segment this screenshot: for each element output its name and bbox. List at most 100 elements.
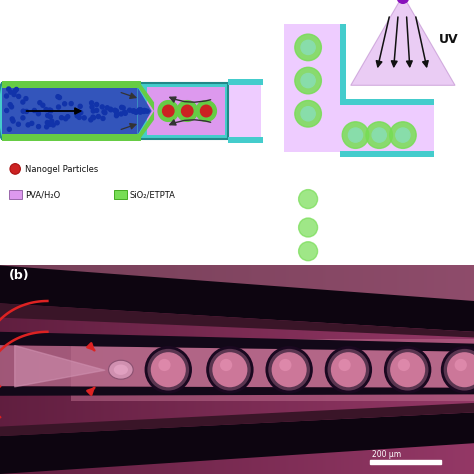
Polygon shape (0, 345, 474, 388)
Circle shape (196, 100, 216, 121)
Circle shape (301, 40, 315, 55)
Bar (339, 104, 434, 152)
Circle shape (138, 110, 142, 114)
Circle shape (89, 118, 93, 122)
Circle shape (331, 352, 366, 387)
Circle shape (357, 289, 368, 299)
Circle shape (372, 128, 386, 142)
Circle shape (17, 122, 20, 126)
Circle shape (128, 108, 132, 112)
Circle shape (44, 108, 48, 111)
Circle shape (134, 110, 138, 114)
Circle shape (49, 122, 54, 126)
Circle shape (109, 108, 113, 112)
Polygon shape (137, 87, 152, 135)
Circle shape (8, 103, 12, 107)
Ellipse shape (254, 278, 391, 305)
Text: 200 μm: 200 μm (372, 450, 401, 459)
Circle shape (102, 110, 106, 114)
Ellipse shape (114, 365, 128, 375)
Circle shape (327, 303, 337, 313)
Circle shape (10, 164, 20, 174)
Circle shape (299, 242, 318, 261)
Ellipse shape (109, 360, 133, 379)
Circle shape (444, 349, 474, 391)
Circle shape (25, 109, 28, 113)
Circle shape (4, 94, 9, 98)
Circle shape (36, 125, 41, 128)
Circle shape (334, 312, 354, 332)
Polygon shape (0, 412, 474, 474)
Circle shape (41, 103, 45, 107)
Circle shape (301, 73, 315, 88)
Circle shape (8, 127, 11, 131)
Circle shape (91, 109, 95, 113)
Polygon shape (0, 265, 474, 332)
Circle shape (265, 346, 313, 393)
Bar (339, 151, 434, 157)
Circle shape (295, 67, 321, 94)
Text: (b): (b) (9, 269, 29, 282)
Polygon shape (147, 87, 155, 135)
Circle shape (78, 104, 82, 109)
Circle shape (45, 125, 49, 129)
Circle shape (21, 109, 25, 113)
Circle shape (46, 120, 49, 125)
Circle shape (21, 100, 25, 104)
Circle shape (137, 108, 141, 112)
Circle shape (303, 315, 313, 325)
Circle shape (121, 106, 125, 110)
Circle shape (63, 102, 67, 106)
Circle shape (158, 359, 171, 371)
Polygon shape (351, 0, 455, 85)
Bar (2, 135, 141, 141)
Circle shape (295, 100, 321, 127)
Circle shape (447, 352, 474, 387)
Circle shape (338, 317, 349, 328)
Circle shape (353, 316, 363, 326)
Circle shape (398, 359, 410, 371)
Ellipse shape (254, 321, 391, 347)
Circle shape (132, 109, 136, 113)
Circle shape (163, 105, 174, 117)
Bar (270, 24, 346, 152)
Circle shape (30, 121, 34, 126)
Circle shape (38, 100, 42, 105)
Circle shape (66, 115, 70, 118)
Bar (2, 81, 141, 88)
Circle shape (268, 349, 310, 391)
Circle shape (301, 107, 315, 121)
Text: PVA/H₂O: PVA/H₂O (25, 191, 60, 200)
Circle shape (220, 359, 232, 371)
Circle shape (303, 297, 323, 317)
Circle shape (101, 117, 105, 120)
Circle shape (113, 108, 117, 112)
Circle shape (348, 311, 368, 331)
Bar (228, 79, 263, 85)
Circle shape (390, 122, 416, 148)
Circle shape (357, 296, 377, 316)
Circle shape (64, 117, 68, 121)
Circle shape (32, 109, 36, 112)
Circle shape (91, 115, 95, 119)
Circle shape (131, 109, 135, 113)
Polygon shape (0, 332, 474, 352)
Circle shape (298, 310, 318, 330)
Circle shape (123, 111, 127, 115)
Circle shape (142, 109, 146, 113)
Circle shape (9, 90, 13, 94)
Circle shape (47, 108, 51, 112)
Circle shape (390, 352, 425, 387)
Circle shape (441, 346, 474, 393)
Text: SiO₂/ETPTA: SiO₂/ETPTA (130, 191, 176, 200)
Circle shape (313, 286, 327, 300)
Bar (114, 190, 127, 200)
Polygon shape (138, 111, 154, 141)
Circle shape (11, 119, 15, 123)
Circle shape (177, 100, 197, 121)
Bar (276, 24, 340, 152)
Circle shape (95, 109, 99, 112)
Circle shape (455, 359, 467, 371)
Circle shape (366, 122, 392, 148)
Bar (370, 460, 441, 464)
